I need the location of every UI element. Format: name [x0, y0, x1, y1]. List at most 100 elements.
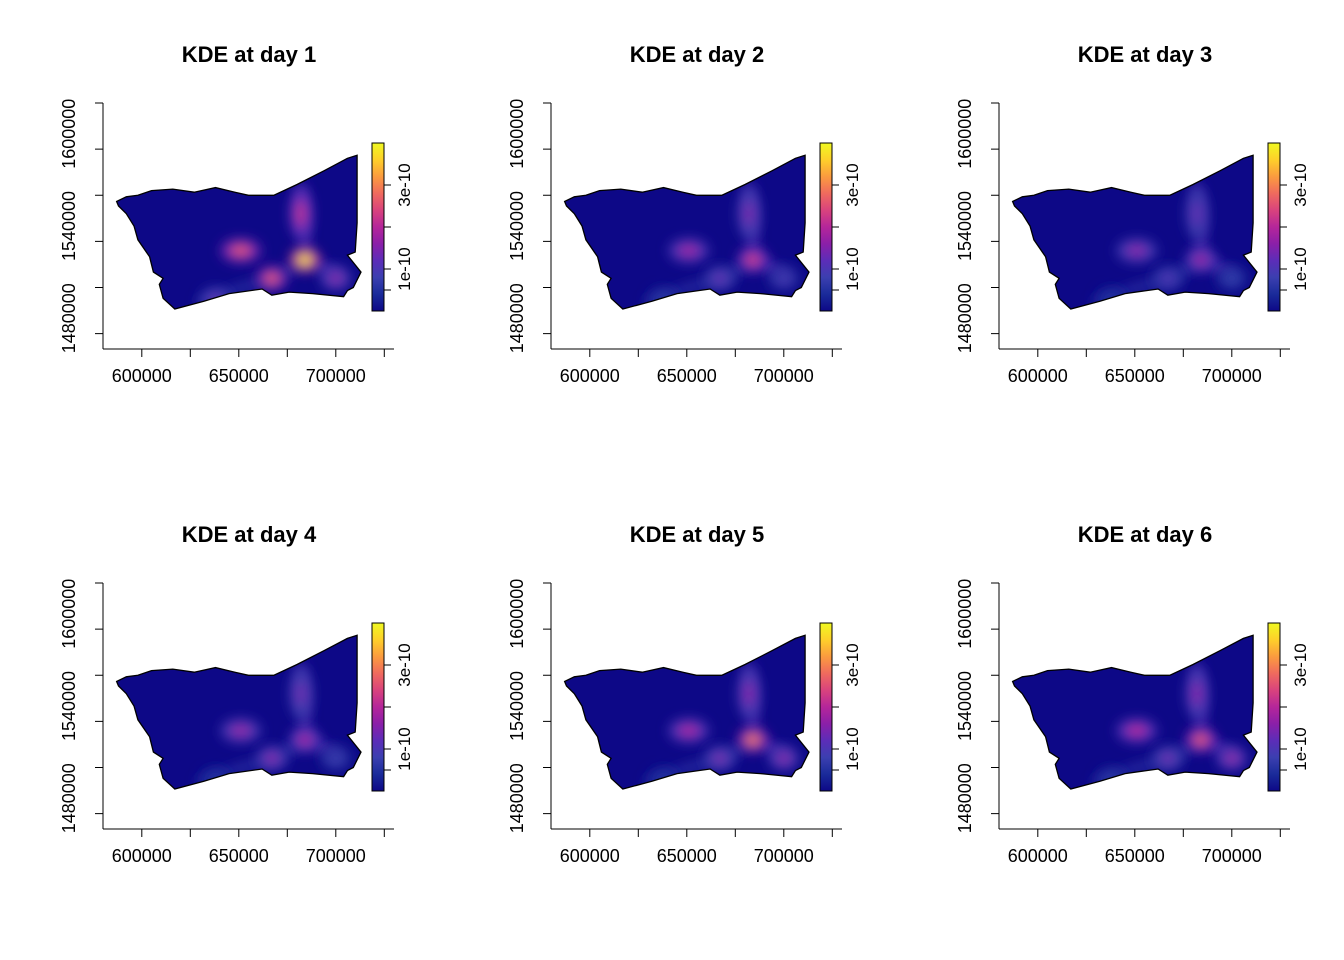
hotspot-core [231, 245, 251, 256]
region-outline [563, 634, 810, 790]
colorbar-scale [371, 622, 385, 792]
hotspot-core [265, 272, 279, 284]
hotspot [768, 266, 799, 291]
x-tick-label: 650000 [1105, 366, 1165, 386]
x-tick-label: 700000 [754, 366, 814, 386]
colorbar: 1e-10 3e-10 [1267, 622, 1310, 792]
y-tick-label: 1600000 [507, 579, 527, 649]
hotspot [256, 746, 287, 771]
x-tick-label: 700000 [1202, 366, 1262, 386]
hotspot [289, 188, 312, 239]
colorbar-tick-label: 1e-10 [843, 727, 862, 770]
colorbar: 1e-10 3e-10 [819, 142, 862, 312]
hotspot [220, 718, 261, 743]
hotspot-core [777, 752, 791, 764]
colorbar-tick-label: 1e-10 [395, 727, 414, 770]
hotspot [200, 287, 231, 309]
hotspot-core [746, 734, 760, 746]
hotspot-core [713, 272, 727, 284]
colorbar-tick-label: 1e-10 [843, 247, 862, 290]
colorbar-tick-label: 3e-10 [843, 163, 862, 206]
y-tick-label: 1480000 [59, 763, 79, 833]
x-tick-label: 650000 [209, 366, 269, 386]
region-outline [1011, 154, 1258, 310]
density-layer [1093, 663, 1247, 789]
density-layer [1093, 183, 1247, 309]
x-tick-label: 650000 [657, 366, 717, 386]
region-outline [1011, 634, 1258, 790]
hotspot-halo [1096, 767, 1127, 789]
hotspot [289, 668, 312, 719]
hotspot [1152, 266, 1183, 291]
x-tick-label: 650000 [1105, 846, 1165, 866]
y-tick-label: 1540000 [955, 191, 975, 261]
y-tick-label: 1480000 [507, 283, 527, 353]
hotspot [704, 746, 735, 771]
hotspot [648, 767, 679, 789]
y-tick-label: 1600000 [59, 99, 79, 169]
y-tick-label: 1540000 [507, 191, 527, 261]
region-outline [115, 154, 362, 310]
colorbar-tick-label: 3e-10 [843, 643, 862, 686]
hotspot-halo [648, 767, 679, 789]
hotspot [737, 188, 760, 239]
hotspot-core [1194, 254, 1208, 266]
hotspot-core [329, 752, 343, 764]
hotspot [1096, 767, 1127, 789]
y-tick-label: 1600000 [59, 579, 79, 649]
hotspot [1216, 746, 1247, 771]
hotspot [1096, 287, 1127, 309]
axes [991, 102, 1290, 357]
panel-title: KDE at day 4 [182, 522, 317, 547]
hotspot-halo [648, 287, 679, 309]
x-tick-label: 600000 [1008, 846, 1068, 866]
kde-panel-6: KDE at day 6 600000 650000 700000 1480000 154… [955, 522, 1310, 866]
hotspot [1116, 718, 1157, 743]
hotspot-core [265, 752, 279, 764]
x-tick-label: 650000 [209, 846, 269, 866]
axes [543, 582, 842, 837]
hotspot [737, 727, 768, 752]
hotspot-core [744, 680, 754, 707]
hotspot-core [1192, 200, 1202, 227]
colorbar-tick-label: 1e-10 [1291, 247, 1310, 290]
hotspot [220, 238, 261, 263]
hotspot-core [713, 752, 727, 764]
x-tick-label: 700000 [306, 366, 366, 386]
hotspot-core [679, 245, 699, 256]
panel-title: KDE at day 5 [630, 522, 765, 547]
hotspot [648, 287, 679, 309]
colorbar-scale [819, 622, 833, 792]
colorbar-tick-label: 3e-10 [1291, 163, 1310, 206]
x-tick-label: 600000 [112, 366, 172, 386]
kde-panel-2: KDE at day 2 600000 650000 700000 1480000 154… [507, 42, 862, 386]
x-tick-label: 600000 [112, 846, 172, 866]
hotspot-core [744, 200, 754, 227]
y-tick-label: 1480000 [59, 283, 79, 353]
hotspot-halo [200, 287, 231, 309]
x-tick-label: 700000 [754, 846, 814, 866]
panel-title: KDE at day 2 [630, 42, 765, 67]
x-tick-label: 600000 [560, 846, 620, 866]
hotspot-core [1194, 734, 1208, 746]
colorbar-tick-label: 3e-10 [1291, 643, 1310, 686]
hotspot-core [1161, 752, 1175, 764]
colorbar-tick-label: 3e-10 [395, 643, 414, 686]
y-tick-label: 1540000 [507, 671, 527, 741]
hotspot-core [1225, 752, 1239, 764]
colorbar: 1e-10 3e-10 [371, 622, 414, 792]
y-tick-label: 1480000 [955, 763, 975, 833]
x-tick-label: 600000 [1008, 366, 1068, 386]
hotspot [1185, 727, 1216, 752]
y-tick-label: 1480000 [507, 763, 527, 833]
hotspot [289, 727, 320, 752]
hotspot [1116, 238, 1157, 263]
x-tick-label: 600000 [560, 366, 620, 386]
colorbar-scale [819, 142, 833, 312]
hotspot [668, 718, 709, 743]
region-outline [115, 634, 362, 790]
hotspot-halo [200, 767, 231, 789]
colorbar: 1e-10 3e-10 [371, 142, 414, 312]
y-tick-label: 1540000 [59, 191, 79, 261]
